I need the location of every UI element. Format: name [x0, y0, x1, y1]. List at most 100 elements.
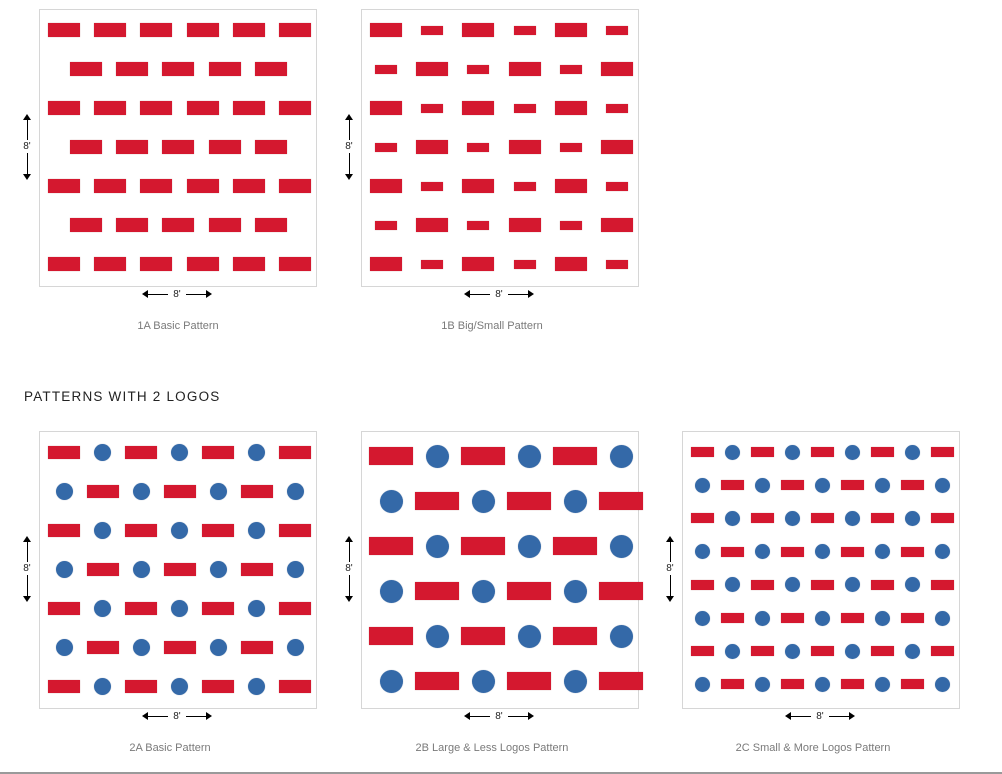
red-logo-banner: [721, 613, 744, 623]
red-logo-banner: [162, 140, 194, 154]
arrow-left-icon: [464, 712, 470, 720]
red-logo-banner: [507, 672, 551, 690]
pattern-2b-caption: 2B Large & Less Logos Pattern: [415, 742, 569, 754]
red-logo-banner: [140, 179, 172, 193]
red-logo-banner: [369, 447, 413, 465]
red-logo-banner: [599, 492, 643, 510]
red-logo-banner: [841, 547, 864, 557]
pattern-2a-card: [39, 431, 317, 709]
blue-logo-dot: [210, 483, 227, 500]
red-logo-banner: [871, 646, 894, 656]
red-logo-small: [606, 260, 628, 269]
red-logo-banner: [901, 613, 924, 623]
arrow-up-icon: [23, 536, 31, 542]
red-logo-banner: [901, 547, 924, 557]
blue-logo-dot: [845, 445, 860, 460]
red-logo-banner: [751, 513, 774, 523]
red-logo-banner: [48, 602, 80, 615]
red-logo-banner: [601, 140, 633, 154]
red-logo-banner: [415, 492, 459, 510]
red-logo-small: [375, 65, 397, 74]
blue-logo-dot: [695, 544, 710, 559]
red-logo-banner: [164, 485, 196, 498]
blue-logo-dot: [94, 444, 111, 461]
red-logo-banner: [841, 613, 864, 623]
red-logo-banner: [931, 580, 954, 590]
red-logo-banner: [162, 62, 194, 76]
blue-logo-dot: [785, 511, 800, 526]
pattern-2c-caption: 2C Small & More Logos Pattern: [735, 742, 891, 754]
red-logo-banner: [164, 563, 196, 576]
red-logo-banner: [70, 140, 102, 154]
red-logo-banner: [369, 627, 413, 645]
red-logo-banner: [415, 582, 459, 600]
red-logo-banner: [279, 257, 311, 271]
red-logo-small: [421, 26, 443, 35]
dimension-label: 8': [490, 288, 508, 301]
arrow-down-icon: [666, 596, 674, 602]
blue-logo-dot: [564, 580, 587, 603]
red-logo-banner: [233, 23, 265, 37]
red-logo-banner: [202, 602, 234, 615]
red-logo-banner: [70, 62, 102, 76]
red-logo-banner: [233, 101, 265, 115]
arrow-up-icon: [345, 114, 353, 120]
dimension-label: 8': [20, 562, 34, 575]
pattern-2a-horizontal-dimension: 8': [142, 710, 212, 723]
blue-logo-dot: [845, 511, 860, 526]
arrow-left-icon: [142, 712, 148, 720]
blue-logo-dot: [875, 677, 890, 692]
arrow-right-icon: [206, 290, 212, 298]
dimension-label: 8': [490, 710, 508, 723]
section-title: PATTERNS WITH 2 LOGOS: [24, 389, 221, 404]
blue-logo-dot: [380, 670, 403, 693]
arrow-down-icon: [345, 174, 353, 180]
red-logo-banner: [241, 563, 273, 576]
red-logo-small: [375, 143, 397, 152]
blue-logo-dot: [755, 611, 770, 626]
red-logo-banner: [901, 480, 924, 490]
blue-logo-dot: [845, 577, 860, 592]
dimension-label: 8': [168, 288, 186, 301]
red-logo-banner: [187, 257, 219, 271]
red-logo-banner: [241, 485, 273, 498]
blue-logo-dot: [725, 445, 740, 460]
red-logo-banner: [70, 218, 102, 232]
red-logo-banner: [164, 641, 196, 654]
red-logo-banner: [255, 140, 287, 154]
blue-logo-dot: [755, 544, 770, 559]
red-logo-small: [421, 260, 443, 269]
blue-logo-dot: [287, 561, 304, 578]
red-logo-banner: [553, 627, 597, 645]
red-logo-small: [375, 221, 397, 230]
blue-logo-dot: [905, 445, 920, 460]
red-logo-banner: [461, 537, 505, 555]
red-logo-banner: [931, 447, 954, 457]
blue-logo-dot: [94, 678, 111, 695]
red-logo-banner: [462, 179, 494, 193]
blue-logo-dot: [785, 445, 800, 460]
red-logo-banner: [370, 101, 402, 115]
red-logo-banner: [462, 257, 494, 271]
red-logo-banner: [721, 547, 744, 557]
red-logo-banner: [233, 179, 265, 193]
blue-logo-dot: [935, 611, 950, 626]
red-logo-banner: [781, 679, 804, 689]
red-logo-banner: [416, 140, 448, 154]
red-logo-banner: [691, 580, 714, 590]
red-logo-banner: [721, 480, 744, 490]
blue-logo-dot: [935, 478, 950, 493]
blue-logo-dot: [472, 670, 495, 693]
blue-logo-dot: [133, 483, 150, 500]
red-logo-banner: [187, 23, 219, 37]
red-logo-small: [560, 65, 582, 74]
blue-logo-dot: [210, 639, 227, 656]
red-logo-banner: [811, 513, 834, 523]
blue-logo-dot: [426, 535, 449, 558]
red-logo-small: [606, 104, 628, 113]
red-logo-small: [514, 104, 536, 113]
blue-logo-dot: [426, 625, 449, 648]
red-logo-banner: [555, 23, 587, 37]
red-logo-banner: [202, 524, 234, 537]
red-logo-banner: [461, 627, 505, 645]
